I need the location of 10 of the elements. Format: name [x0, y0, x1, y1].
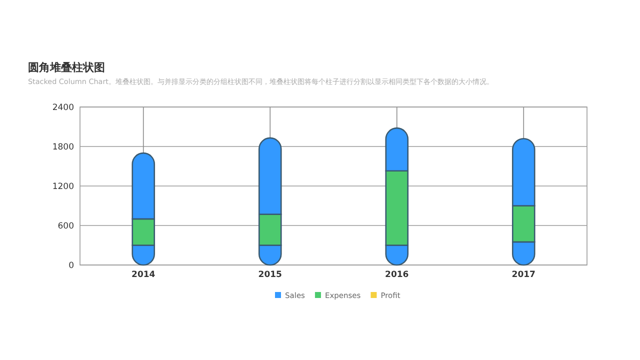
chart-title: 圆角堆叠柱状图: [28, 61, 105, 74]
y-tick-label: 1800: [52, 142, 74, 152]
x-tick-label: 2017: [512, 270, 536, 280]
y-tick-label: 1200: [52, 182, 74, 192]
y-tick-label: 2400: [52, 103, 74, 113]
x-tick-label: 2015: [258, 270, 282, 280]
x-tick-label: 2014: [132, 270, 156, 280]
x-tick-label: 2016: [385, 270, 409, 280]
y-tick-label: 0: [68, 261, 74, 271]
y-tick-label: 600: [58, 222, 74, 232]
